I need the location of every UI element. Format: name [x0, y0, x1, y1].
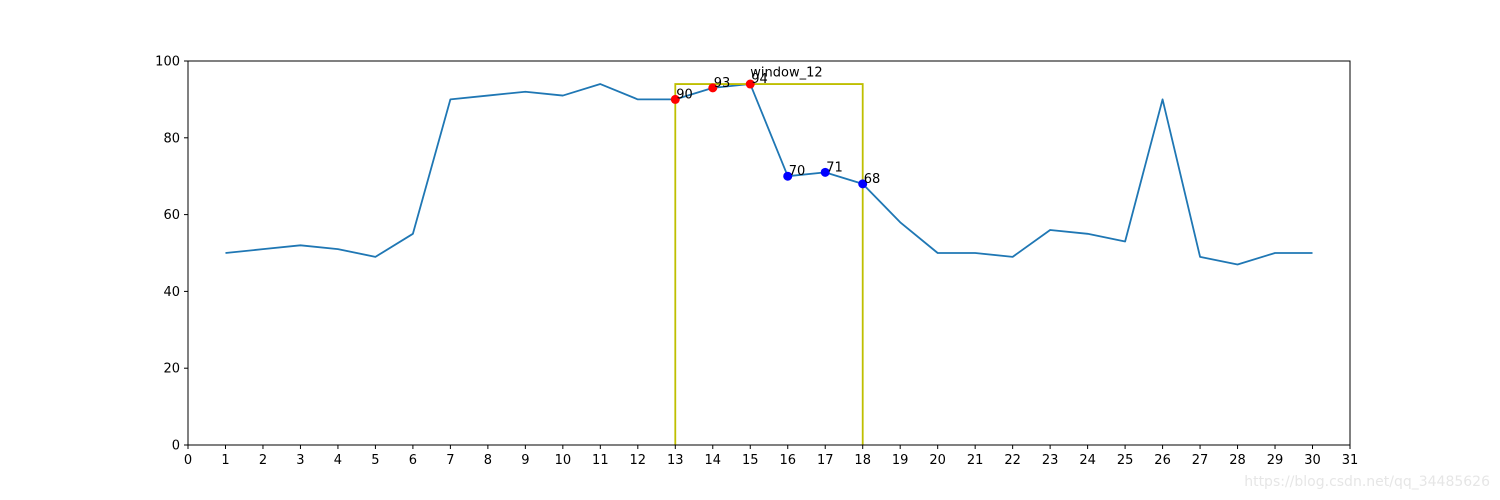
y-tick-label-1: 20 [163, 362, 180, 377]
highlight-point-0 [670, 94, 680, 104]
watermark: https://blog.csdn.net/qq_34485626 [1244, 474, 1490, 490]
x-tick-label-3: 3 [296, 453, 304, 468]
x-tick-label-26: 26 [1154, 453, 1171, 468]
x-tick-label-8: 8 [484, 453, 492, 468]
x-tick-label-18: 18 [854, 453, 871, 468]
highlight-point-3 [783, 171, 793, 181]
x-tick-label-23: 23 [1042, 453, 1059, 468]
x-tick-label-17: 17 [817, 453, 834, 468]
x-tick-label-22: 22 [1004, 453, 1021, 468]
y-tick-label-5: 100 [155, 55, 180, 70]
y-tick-label-2: 40 [163, 285, 180, 300]
x-tick-label-1: 1 [221, 453, 229, 468]
x-tick-label-31: 31 [1342, 453, 1359, 468]
point-label-4: 71 [826, 160, 843, 175]
x-tick-label-11: 11 [592, 453, 609, 468]
x-tick-label-14: 14 [705, 453, 722, 468]
point-label-1: 93 [714, 76, 731, 91]
series-line-0 [225, 83, 1313, 266]
highlight-point-1 [708, 83, 718, 93]
highlight-point-2 [745, 79, 755, 89]
y-tick-label-0: 0 [172, 439, 180, 454]
x-tick-label-25: 25 [1117, 453, 1134, 468]
x-tick-label-15: 15 [742, 453, 759, 468]
x-tick-label-2: 2 [259, 453, 267, 468]
y-axis: 0 20 40 60 80 100 [155, 55, 188, 454]
point-label-2: 94 [751, 72, 768, 87]
x-tick-label-4: 4 [334, 453, 342, 468]
x-tick-label-0: 0 [184, 453, 192, 468]
x-axis: 0 1 2 3 4 5 6 7 8 9 10 11 12 13 14 15 16 17 18 19 20 21 22 23 24… [184, 445, 1358, 468]
x-tick-label-12: 12 [630, 453, 647, 468]
y-tick-label-3: 60 [163, 208, 180, 223]
point-label-0: 90 [676, 87, 693, 102]
x-tick-label-29: 29 [1267, 453, 1284, 468]
point-label-5: 68 [864, 172, 881, 187]
axes-frame [187, 60, 1351, 446]
x-tick-label-21: 21 [967, 453, 984, 468]
x-tick-label-6: 6 [409, 453, 417, 468]
x-tick-label-10: 10 [555, 453, 572, 468]
highlight-point-5 [858, 179, 868, 189]
highlight-point-4 [820, 167, 830, 177]
x-tick-label-28: 28 [1229, 453, 1246, 468]
x-tick-label-13: 13 [667, 453, 684, 468]
window-label: window_12 [750, 66, 822, 81]
x-tick-label-27: 27 [1192, 453, 1209, 468]
x-tick-label-5: 5 [371, 453, 379, 468]
x-tick-label-7: 7 [446, 453, 454, 468]
plot-marks: window_12 90 93 94 70 71 68 [225, 66, 1313, 445]
x-tick-label-16: 16 [779, 453, 796, 468]
x-tick-label-24: 24 [1079, 453, 1096, 468]
point-label-3: 70 [789, 164, 806, 179]
x-tick-label-19: 19 [892, 453, 909, 468]
y-tick-label-4: 80 [163, 131, 180, 146]
x-tick-label-30: 30 [1304, 453, 1321, 468]
x-tick-label-20: 20 [929, 453, 946, 468]
x-tick-label-9: 9 [521, 453, 529, 468]
window-box [674, 83, 864, 445]
